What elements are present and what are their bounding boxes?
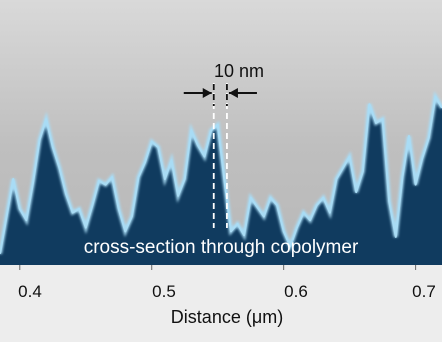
- x-tick-label: 0.6: [284, 282, 308, 301]
- profile-area: [0, 90, 442, 265]
- scale-annotation: [183, 83, 257, 228]
- x-axis-ticks: [19, 265, 417, 270]
- x-axis-label: Distance (μm): [170, 307, 284, 327]
- profile-outline: [0, 95, 442, 254]
- x-tick-label: 0.4: [18, 282, 42, 301]
- x-tick-label: 0.7: [412, 282, 436, 301]
- inner-caption: cross-section through copolymer: [83, 237, 359, 258]
- profile-fill: [0, 96, 442, 265]
- scale-arrow-left-head: [202, 88, 212, 98]
- scale-arrow-right-head: [228, 88, 238, 98]
- x-tick-label: 0.5: [152, 282, 176, 301]
- scale-bar-label: 10 nm: [213, 61, 265, 81]
